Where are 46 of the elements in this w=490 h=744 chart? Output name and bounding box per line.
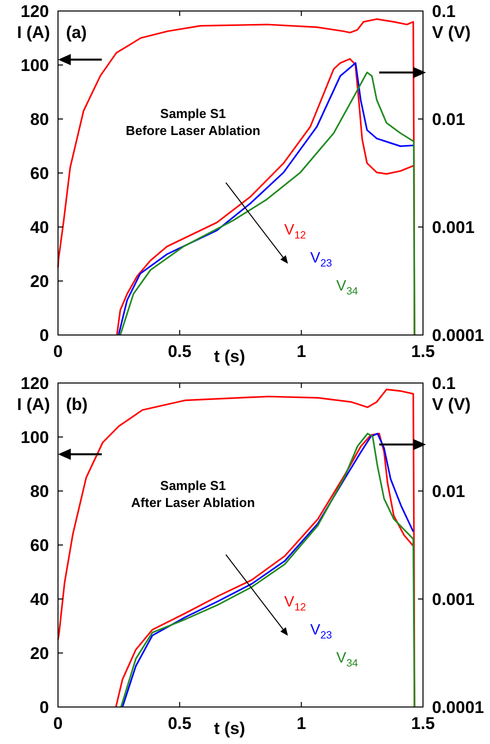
y-tick-label: 120 <box>20 374 49 393</box>
text: V$_{34}$ <box>336 278 358 298</box>
y-tick-label: 0 <box>40 326 49 345</box>
text: V$_{12}$ <box>284 594 306 614</box>
y-tick-label: 100 <box>20 428 49 447</box>
y2-tick-label: 0.001 <box>432 218 475 237</box>
text: V$_{34}$ <box>336 650 358 670</box>
x-tick-label: 0 <box>53 342 63 361</box>
x-tick-label: 1 <box>296 714 306 733</box>
y-tick-label: 80 <box>30 110 49 129</box>
y-tick-label: 60 <box>30 536 49 555</box>
y-axis-title: I (A) <box>16 23 50 42</box>
y-tick-label: 0 <box>40 698 49 717</box>
annotation: Sample S1 After Laser Ablation <box>131 478 255 510</box>
y2-tick-label: 0.1 <box>432 2 456 21</box>
y-tick-label: 120 <box>20 2 49 21</box>
y2-tick-label: 0.1 <box>432 374 456 393</box>
text: (a) <box>66 23 87 42</box>
y2-tick-label: 0.0001 <box>432 698 484 717</box>
x-tick-label: 0.5 <box>168 714 192 733</box>
y-tick-label: 20 <box>30 644 49 663</box>
x-tick-label: 0.5 <box>168 342 192 361</box>
y2-axis-title: V (V) <box>432 23 471 42</box>
annotation: Sample S1 Before Laser Ablation <box>126 106 260 138</box>
x-tick-label: 0 <box>53 714 63 733</box>
y2-tick-label: 0.001 <box>432 590 475 609</box>
x-axis-title: t (s) <box>214 347 246 366</box>
y-tick-label: 80 <box>30 482 49 501</box>
y2-axis-title: V (V) <box>432 395 471 414</box>
text: V$_{23}$ <box>310 622 332 642</box>
y2-tick-label: 0.0001 <box>432 326 484 345</box>
y-tick-label: 40 <box>30 590 49 609</box>
x-tick-label: 1.5 <box>411 714 435 733</box>
x-tick-label: 1.5 <box>411 342 435 361</box>
text: V$_{12}$ <box>284 222 306 242</box>
y2-tick-label: 0.01 <box>432 482 466 501</box>
y2-tick-label: 0.01 <box>432 110 466 129</box>
y-tick-label: 100 <box>20 56 49 75</box>
text: (b) <box>66 395 88 414</box>
y-tick-label: 60 <box>30 164 49 183</box>
y-axis-title: I (A) <box>16 395 50 414</box>
x-axis-title: t (s) <box>214 719 246 738</box>
x-tick-label: 1 <box>296 342 306 361</box>
y-tick-label: 20 <box>30 272 49 291</box>
text: V$_{23}$ <box>310 250 332 270</box>
y-tick-label: 40 <box>30 218 49 237</box>
